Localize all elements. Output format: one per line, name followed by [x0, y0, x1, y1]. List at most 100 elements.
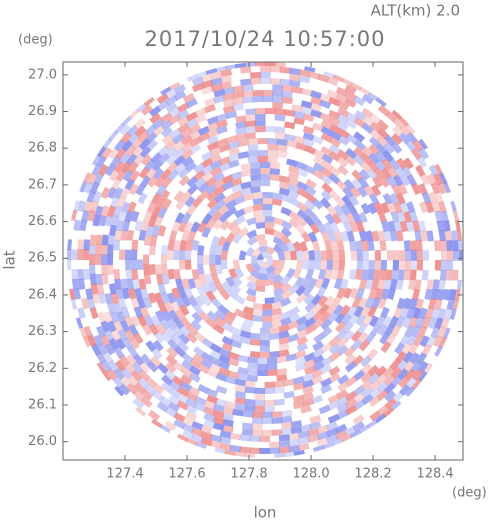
field-cell: [144, 383, 157, 396]
field-cell: [274, 126, 286, 134]
field-cell: [205, 318, 218, 329]
field-cell: [107, 264, 114, 275]
field-cell: [201, 164, 214, 175]
field-cell: [244, 398, 256, 406]
field-cell: [368, 260, 375, 271]
field-cell: [334, 312, 346, 325]
field-cell: [100, 205, 110, 218]
field-cell: [73, 288, 81, 300]
field-cell: [215, 254, 222, 266]
field-cell: [328, 343, 341, 355]
field-cell: [152, 382, 165, 395]
field-cell: [118, 354, 130, 367]
field-cell: [321, 153, 334, 164]
field-cell: [431, 200, 441, 213]
field-cell: [320, 250, 328, 261]
field-cell: [83, 181, 93, 194]
field-cell: [70, 298, 78, 310]
field-cell: [402, 316, 412, 329]
field-cell: [434, 191, 444, 204]
field-cell: [124, 315, 135, 328]
field-cell: [197, 384, 210, 394]
field-cell: [439, 269, 447, 281]
field-cell: [291, 86, 303, 94]
field-cell: [289, 312, 301, 323]
field-cell: [361, 107, 374, 119]
field-cell: [312, 354, 325, 365]
field-cell: [204, 104, 216, 114]
field-cell: [213, 185, 226, 196]
field-cell: [345, 112, 358, 123]
field-cell: [273, 229, 284, 239]
field-cell: [271, 260, 279, 269]
field-cell: [203, 412, 216, 422]
field-cell: [213, 178, 225, 189]
field-cell: [442, 220, 451, 232]
field-cell: [106, 368, 118, 381]
field-cell: [314, 260, 322, 271]
field-cell: [284, 121, 296, 130]
field-cell: [431, 307, 441, 320]
field-cell: [398, 260, 405, 271]
field-cell: [156, 93, 169, 104]
field-cell: [207, 205, 219, 218]
field-cell: [288, 306, 301, 317]
field-cell: [221, 281, 232, 293]
field-cell: [166, 249, 174, 260]
field-cell: [336, 120, 349, 132]
field-cell: [262, 204, 273, 211]
field-cell: [164, 326, 176, 338]
field-cell: [360, 202, 371, 215]
field-cell: [349, 287, 359, 299]
field-cell: [264, 387, 275, 395]
field-cell: [418, 307, 428, 320]
field-cell: [438, 230, 446, 242]
field-cell: [307, 428, 320, 437]
field-cell: [200, 437, 213, 447]
field-cell: [383, 382, 396, 395]
field-cell: [266, 253, 273, 260]
field-cell: [197, 244, 205, 256]
field-cell: [156, 273, 164, 285]
field-cell: [387, 166, 399, 179]
field-cell: [160, 86, 172, 96]
field-cell: [361, 122, 374, 134]
field-cell: [161, 264, 168, 275]
field-cell: [168, 380, 181, 392]
field-cell: [204, 97, 216, 107]
field-cell: [125, 145, 137, 157]
field-cell: [450, 200, 457, 213]
field-cell: [280, 206, 292, 217]
field-cell: [404, 260, 411, 271]
field-cell: [426, 279, 434, 291]
field-cell: [294, 362, 307, 372]
field-cell: [218, 360, 231, 370]
field-cell: [444, 230, 452, 242]
field-cell: [134, 382, 146, 394]
field-cell: [160, 381, 173, 393]
field-cell: [194, 114, 207, 124]
field-cell: [402, 351, 414, 364]
field-cell: [246, 229, 258, 239]
field-cell: [290, 426, 303, 434]
field-cell: [364, 332, 376, 344]
field-cell: [359, 86, 371, 96]
field-cell: [399, 124, 412, 137]
field-cell: [145, 131, 158, 144]
field-cell: [309, 222, 320, 235]
field-cell: [168, 387, 181, 399]
field-cell: [399, 220, 409, 233]
field-cell: [260, 66, 271, 73]
field-cell: [143, 297, 153, 309]
field-cell: [257, 149, 268, 157]
field-cell: [264, 278, 275, 286]
field-cell: [267, 150, 278, 157]
field-cell: [362, 260, 370, 271]
field-cell: [249, 186, 261, 194]
field-cell: [329, 130, 342, 141]
field-cell: [260, 168, 271, 175]
field-cell: [134, 125, 147, 138]
field-cell: [179, 325, 191, 337]
field-cell: [154, 292, 164, 304]
field-cell: [355, 220, 365, 233]
